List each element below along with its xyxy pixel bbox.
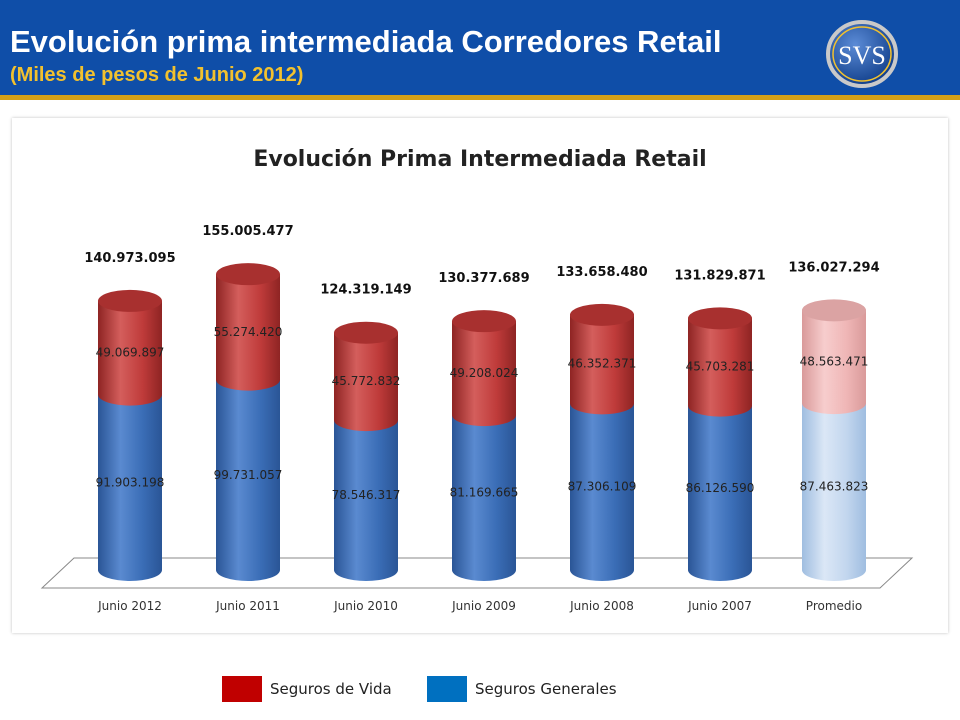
data-label-generales: 87.463.823 <box>800 480 869 494</box>
legend-swatch-generales <box>427 676 467 702</box>
chart-legend: Seguros de Vida Seguros Generales <box>0 676 960 702</box>
bar-segment-generales <box>98 394 162 581</box>
total-label: 133.658.480 <box>556 265 647 280</box>
bar-segment-generales <box>570 403 634 581</box>
header-banner: Evolución prima intermediada Corredores … <box>0 0 960 100</box>
category-label: Junio 2007 <box>687 599 752 613</box>
legend-label-vida: Seguros de Vida <box>270 680 392 698</box>
logo-ring <box>826 20 898 88</box>
svs-logo: SVS <box>826 20 898 88</box>
logo-text: SVS <box>838 41 886 70</box>
data-label-vida: 45.772.832 <box>332 374 401 388</box>
data-label-generales: 78.546.317 <box>332 488 401 502</box>
total-label: 131.829.871 <box>674 268 765 283</box>
bar-top-cap <box>688 307 752 330</box>
bar-segment-vida <box>802 310 866 415</box>
data-label-vida: 45.703.281 <box>686 359 755 373</box>
bar-segment-generales <box>334 420 398 581</box>
total-label: 136.027.294 <box>788 260 879 275</box>
header-accent-line <box>0 95 960 100</box>
total-label: 130.377.689 <box>438 271 529 286</box>
bar-top-cap <box>98 289 162 312</box>
total-label: 155.005.477 <box>202 224 293 239</box>
category-label: Junio 2011 <box>215 599 280 613</box>
chart-title: Evolución Prima Intermediada Retail <box>253 147 706 172</box>
bar-segment-vida <box>334 332 398 432</box>
bar-segment-generales <box>216 379 280 581</box>
category-label: Junio 2010 <box>333 599 398 613</box>
data-label-vida: 49.208.024 <box>450 366 519 380</box>
bar-segment-vida <box>570 314 634 415</box>
stacked-cylinder-chart: Evolución Prima Intermediada Retail 91.90… <box>40 147 914 613</box>
bar-top-cap <box>216 263 280 286</box>
bar-segment-vida <box>688 318 752 417</box>
bar-segment-generales <box>802 403 866 581</box>
data-label-vida: 55.274.420 <box>214 325 283 339</box>
total-label: 124.319.149 <box>320 283 411 298</box>
bar-top-cap <box>452 310 516 333</box>
bar-segment-vida <box>216 274 280 391</box>
category-label: Junio 2012 <box>97 599 162 613</box>
legend-label-generales: Seguros Generales <box>475 680 617 698</box>
category-label: Junio 2009 <box>451 599 516 613</box>
data-label-vida: 49.069.897 <box>96 345 165 359</box>
logo-inner-ring <box>832 26 892 82</box>
data-label-generales: 81.169.665 <box>450 486 519 500</box>
data-label-vida: 48.563.471 <box>800 354 869 368</box>
category-label: Junio 2008 <box>569 599 634 613</box>
bar-segment-generales <box>688 405 752 581</box>
data-label-vida: 46.352.371 <box>568 357 637 371</box>
chart-panel: Evolución Prima Intermediada Retail 91.90… <box>12 118 948 633</box>
page-subtitle: (Miles de pesos de Junio 2012) <box>10 64 304 86</box>
bar-segment-vida <box>452 321 516 427</box>
bar-top-cap <box>802 299 866 322</box>
data-label-generales: 87.306.109 <box>568 480 637 494</box>
bar-segment-generales <box>452 415 516 581</box>
data-label-generales: 91.903.198 <box>96 475 165 489</box>
total-label: 140.973.095 <box>84 251 175 266</box>
page-title: Evolución prima intermediada Corredores … <box>10 24 722 59</box>
bar-top-cap <box>570 303 634 326</box>
legend-swatch-vida <box>222 676 262 702</box>
data-label-generales: 99.731.057 <box>214 468 283 482</box>
bar-segment-vida <box>98 300 162 406</box>
data-label-generales: 86.126.590 <box>686 481 755 495</box>
category-label: Promedio <box>806 599 862 613</box>
bar-top-cap <box>334 321 398 344</box>
